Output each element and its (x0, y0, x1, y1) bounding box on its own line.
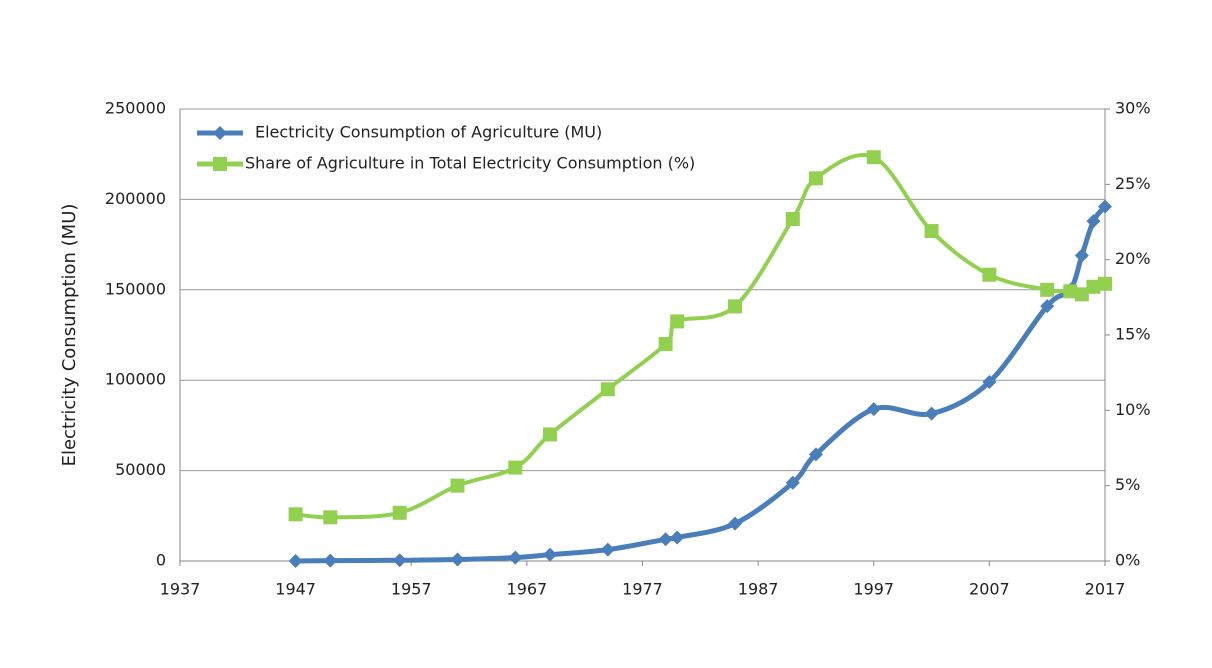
data-point (1040, 299, 1055, 314)
y2-tick-label: 5% (1115, 475, 1140, 494)
data-point (658, 337, 673, 352)
x-tick-label: 1937 (160, 580, 201, 599)
data-point (785, 475, 800, 490)
data-point (323, 510, 338, 525)
y-tick-label: 250000 (105, 99, 166, 118)
data-point (728, 516, 742, 531)
x-tick-label: 2007 (969, 580, 1010, 599)
data-point (508, 550, 523, 565)
data-point (924, 406, 939, 421)
data-point (1098, 199, 1112, 214)
data-point (508, 460, 523, 475)
x-tick-label: 2017 (1085, 580, 1126, 599)
y2-tick-label: 20% (1115, 249, 1151, 268)
y-tick-label: 50000 (115, 460, 166, 479)
x-tick-label: 1967 (507, 580, 548, 599)
x-tick-label: 1987 (738, 580, 779, 599)
data-point (323, 553, 338, 568)
y-axis-label: Electricity Consumption (MU) (59, 204, 80, 467)
data-point (1074, 248, 1089, 263)
legend-marker (213, 126, 227, 140)
data-point (1074, 287, 1089, 302)
data-point (600, 382, 615, 397)
y-tick-label: 200000 (105, 189, 166, 208)
series-line (295, 153, 1106, 520)
data-point (450, 478, 465, 493)
data-point (728, 299, 742, 314)
data-point (982, 267, 997, 282)
legend-marker (213, 157, 227, 171)
y-tick-label: 100000 (105, 370, 166, 389)
data-point (392, 505, 407, 520)
y2-tick-label: 15% (1115, 325, 1151, 344)
data-point (1040, 282, 1055, 297)
legend-label: Share of Agriculture in Total Electricit… (245, 154, 695, 173)
y-tick-label: 0 (156, 551, 166, 570)
y-tick-label: 150000 (105, 279, 166, 298)
x-tick-label: 1957 (391, 580, 432, 599)
data-point (670, 530, 685, 545)
y2-tick-label: 30% (1115, 99, 1151, 118)
data-point (808, 447, 823, 462)
data-point (1063, 284, 1078, 299)
x-tick-label: 1977 (622, 580, 663, 599)
data-point (450, 552, 465, 567)
y2-tick-label: 25% (1115, 174, 1151, 193)
data-point (543, 427, 557, 442)
x-tick-label: 1997 (853, 580, 894, 599)
y2-tick-label: 10% (1115, 400, 1151, 419)
data-point (982, 375, 997, 390)
data-point (392, 553, 407, 568)
y2-tick-label: 0% (1115, 551, 1140, 570)
data-point (866, 150, 881, 165)
data-point (808, 171, 823, 186)
data-point (1086, 279, 1101, 294)
legend-label: Electricity Consumption of Agriculture (… (255, 123, 602, 142)
data-point (866, 402, 881, 417)
data-point (543, 547, 557, 562)
x-tick-label: 1947 (275, 580, 316, 599)
data-point (785, 211, 800, 226)
data-point (924, 224, 939, 239)
data-point (670, 314, 685, 329)
data-point (1098, 276, 1112, 291)
data-point (288, 554, 303, 568)
data-point (658, 532, 673, 547)
data-point (1086, 214, 1101, 229)
data-point (600, 542, 615, 557)
data-point (288, 507, 303, 522)
